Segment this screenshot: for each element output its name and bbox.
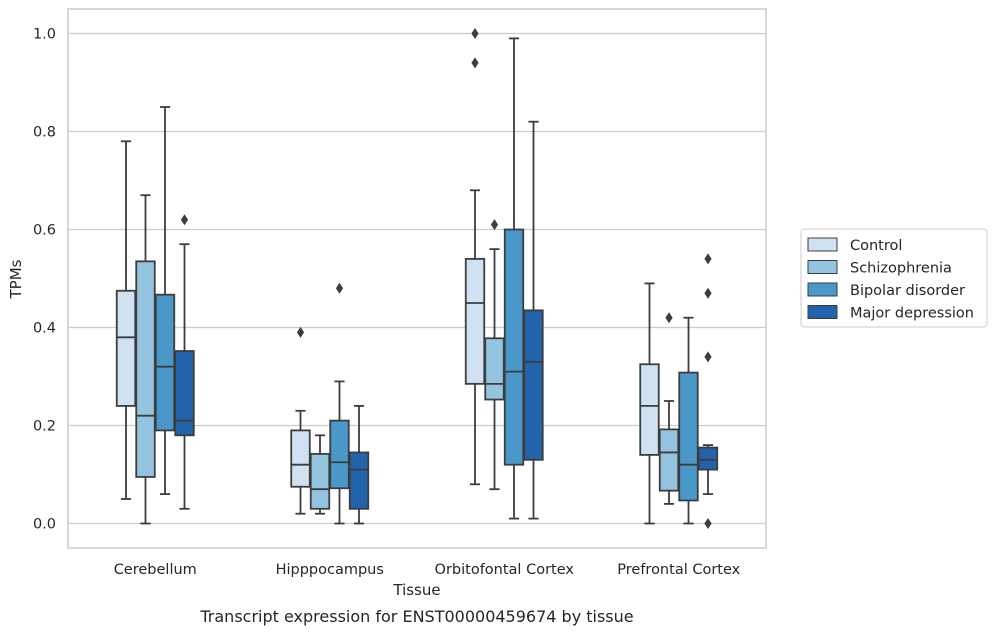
outlier-point: [704, 351, 712, 363]
box-schizophrenia: [135, 194, 156, 525]
box-major-depression: [174, 214, 195, 510]
box-iqr: [135, 260, 156, 478]
y-tick-label: 0.4: [33, 321, 56, 337]
box-iqr: [484, 337, 505, 401]
box-bipolar-disorder: [329, 282, 350, 525]
y-tick-label: 0.8: [33, 125, 56, 141]
box-schizophrenia: [658, 312, 680, 505]
box-control: [115, 140, 137, 500]
x-tick-label: Orbitofontal Cortex: [435, 562, 575, 578]
legend-label: Schizophrenia: [850, 261, 952, 277]
y-tick-labels: 0.0 0.2 0.4 0.6 0.8 1.0: [33, 27, 56, 533]
y-axis-label: TPMs: [7, 259, 25, 299]
box-schizophrenia: [309, 434, 331, 515]
box-major-depression: [348, 404, 370, 525]
outlier-point: [665, 312, 673, 324]
box-iqr: [523, 309, 544, 461]
x-tick-label: Prefrontal Cortex: [617, 562, 740, 578]
box-iqr: [348, 451, 370, 510]
legend-label: Bipolar disorder: [850, 283, 965, 299]
outlier-point: [180, 214, 189, 226]
box-iqr: [329, 419, 350, 490]
y-tick-label: 0.6: [33, 223, 56, 239]
box-iqr: [678, 371, 699, 502]
box-iqr: [174, 350, 195, 437]
outlier-point: [296, 326, 305, 338]
box-bipolar-disorder: [154, 106, 176, 496]
box-iqr: [639, 363, 660, 456]
box-major-depression: [523, 120, 544, 520]
box-control: [639, 282, 660, 525]
box-major-depression: [697, 253, 719, 529]
box-layer: [115, 28, 719, 529]
x-tick-label: Cerebellum: [114, 562, 197, 578]
box-iqr: [658, 428, 680, 492]
chart-caption: Transcript expression for ENST0000045967…: [199, 607, 633, 626]
legend: Control Schizophrenia Bipolar disorder Majo…: [800, 228, 988, 328]
plot-frame: [67, 8, 767, 549]
outlier-point: [335, 282, 344, 294]
box-iqr: [309, 453, 331, 510]
box-schizophrenia: [484, 219, 505, 491]
outlier-point: [704, 518, 712, 529]
legend-frame: [800, 228, 988, 328]
x-tick-labels: Cerebellum Hipppocampus Orbitofontal Corte…: [114, 562, 741, 578]
y-tick-label: 0.2: [33, 419, 56, 435]
legend-swatch: [807, 237, 838, 252]
outlier-point: [471, 28, 479, 39]
legend-swatch: [807, 260, 838, 274]
legend-swatch: [807, 305, 838, 319]
legend-swatch: [807, 282, 838, 297]
x-axis-label: Tissue: [392, 581, 440, 599]
box-iqr: [464, 257, 486, 385]
legend-label: Major depression: [850, 306, 974, 322]
box-iqr: [290, 429, 311, 488]
y-tick-label: 0.0: [33, 517, 56, 533]
y-tick-label: 1.0: [33, 27, 56, 43]
box-iqr: [503, 228, 525, 466]
outlier-point: [704, 253, 712, 265]
box-bipolar-disorder: [678, 316, 699, 525]
outlier-point: [471, 57, 479, 69]
box-iqr: [154, 293, 176, 432]
box-control: [464, 28, 486, 486]
legend-label: Control: [850, 238, 902, 254]
box-control: [290, 326, 311, 515]
outlier-point: [490, 219, 499, 231]
box-iqr: [115, 289, 137, 407]
box-bipolar-disorder: [503, 37, 525, 520]
box-iqr: [697, 446, 719, 471]
outlier-point: [704, 287, 712, 299]
x-tick-label: Hipppocampus: [276, 562, 384, 578]
legend-items: Control Schizophrenia Bipolar disorder Majo…: [807, 237, 974, 322]
